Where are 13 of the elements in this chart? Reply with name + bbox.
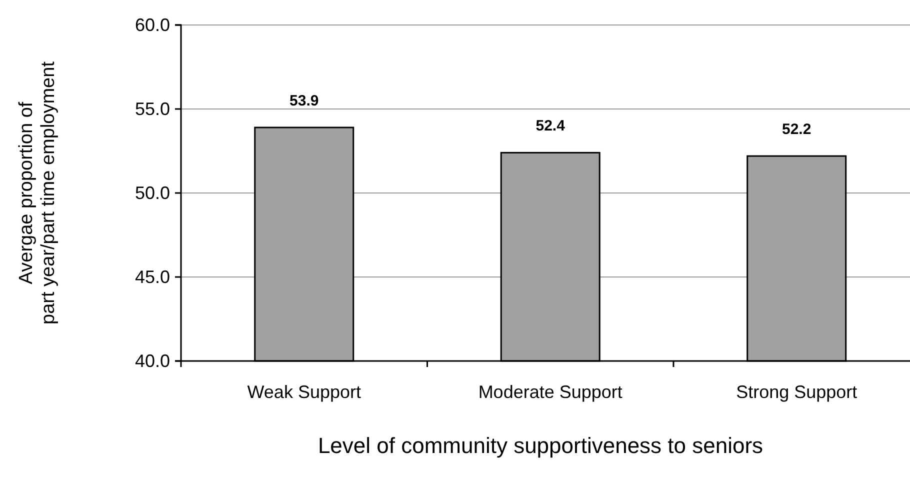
x-tick-label: Strong Support [736, 382, 858, 402]
x-tick-label: Moderate Support [478, 382, 622, 402]
y-tick-label: 40.0 [134, 350, 170, 371]
y-tick-label: 50.0 [134, 182, 170, 203]
y-axis-title: Avergae proportion of part year/part time employment [16, 60, 59, 324]
x-tick-label: Weak Support [247, 382, 361, 402]
data-label: 52.4 [536, 118, 566, 135]
data-label: 53.9 [290, 92, 319, 110]
data-label: 52.2 [782, 121, 812, 138]
y-tick-label: 60.0 [134, 14, 170, 35]
x-axis-title: Level of community supportiveness to seniors [318, 433, 764, 458]
y-tick-label: 45.0 [134, 266, 170, 287]
y-tick-label: 55.0 [134, 98, 170, 119]
